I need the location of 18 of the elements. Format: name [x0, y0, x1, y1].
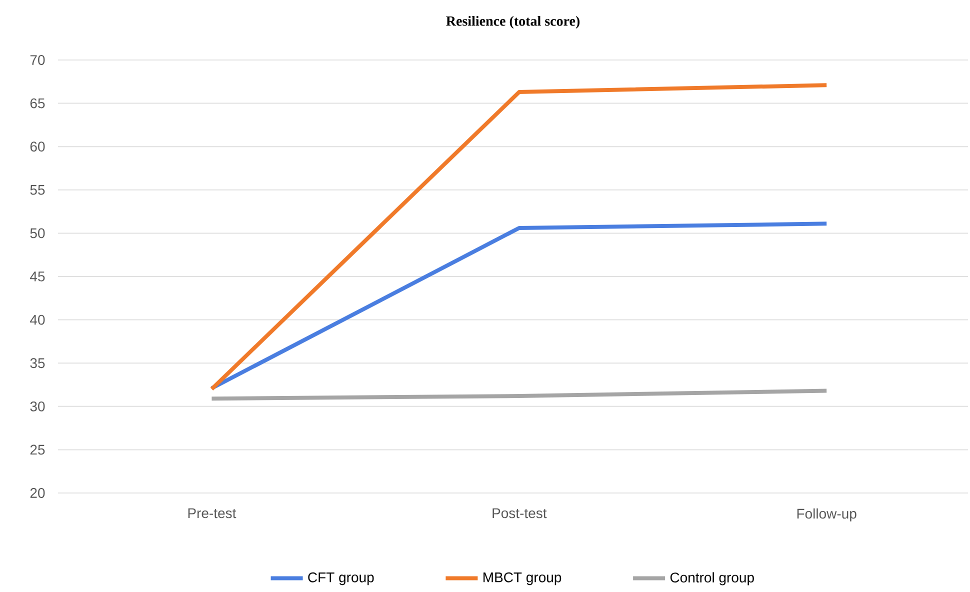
y-tick-label: 20 — [30, 488, 45, 498]
y-tick-label: 40 — [30, 314, 45, 325]
x-tick-label: Pre-test — [188, 508, 236, 518]
y-tick-label: 30 — [30, 401, 45, 412]
y-tick-label: 70 — [30, 55, 45, 65]
legend-label: Control group — [670, 572, 754, 586]
y-tick-label: 45 — [30, 272, 45, 282]
x-tick-label: Follow-up — [797, 508, 856, 522]
y-tick-label: 60 — [30, 142, 45, 152]
y-tick-label: 25 — [30, 444, 45, 455]
y-tick-label: 65 — [30, 98, 45, 108]
chart-title: Resilience (total score) — [446, 16, 580, 29]
y-tick-label: 55 — [30, 185, 45, 195]
x-tick-label: Post-test — [492, 508, 547, 518]
legend-label: CFT group — [308, 572, 374, 586]
legend-label: MBCT group — [484, 572, 562, 586]
y-tick-label: 50 — [30, 228, 45, 238]
y-tick-label: 35 — [30, 358, 45, 368]
